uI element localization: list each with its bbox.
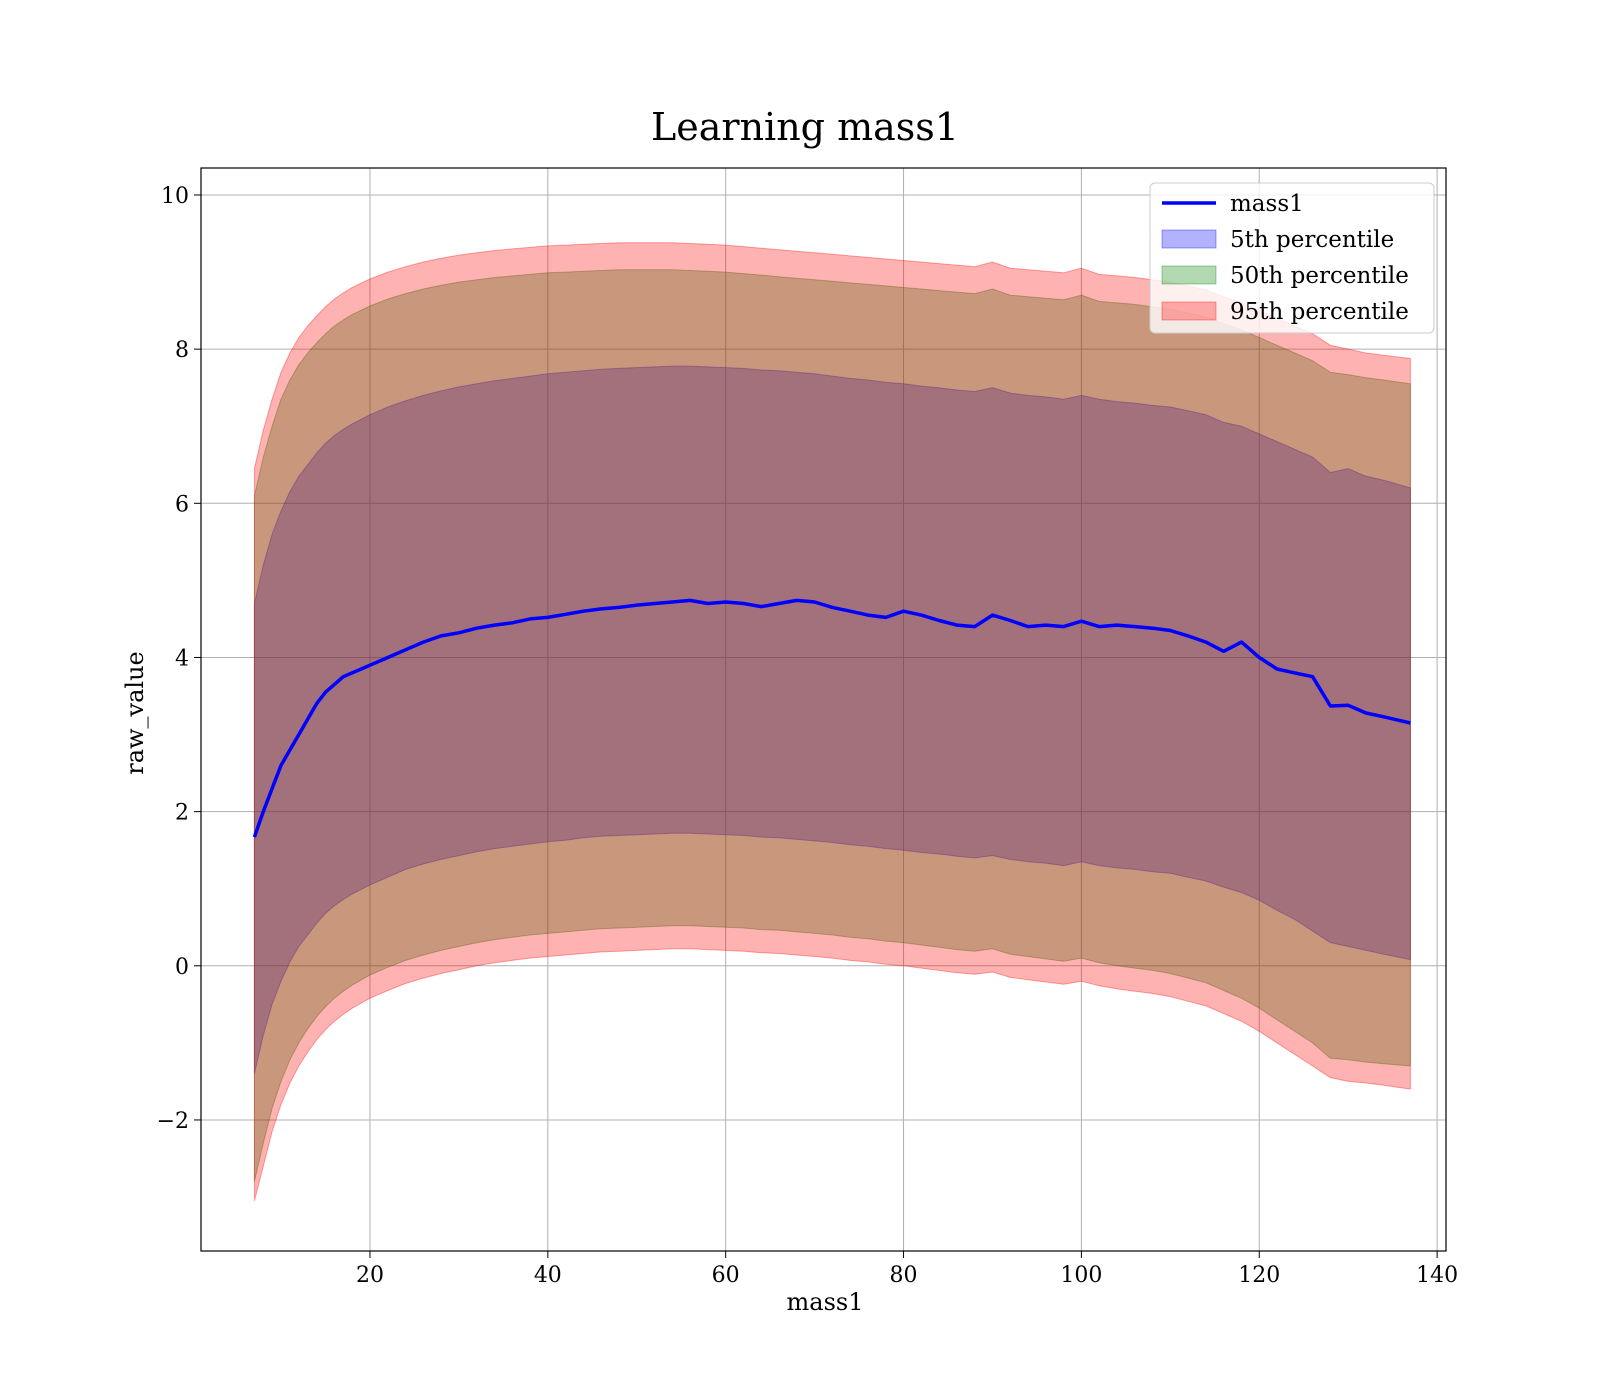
legend-label-2: 50th percentile xyxy=(1230,263,1409,289)
legend: mass1 5th percentile 50th percentile 95th p… xyxy=(1149,182,1435,334)
x-tick-label-0: 20 xyxy=(356,1263,384,1288)
plot-frame xyxy=(200,167,1447,1252)
legend-patch-3 xyxy=(1161,301,1217,321)
legend-label-1: 5th percentile xyxy=(1230,227,1394,253)
y-tick-label-0: −2 xyxy=(157,1109,189,1134)
band-3 xyxy=(253,242,1411,1202)
legend-label-3: 95th percentile xyxy=(1230,299,1409,325)
y-tick-label-2: 2 xyxy=(175,801,189,826)
percentile-bands xyxy=(253,242,1411,1202)
x-tick-label-5: 120 xyxy=(1238,1263,1280,1288)
x-tick-label-4: 100 xyxy=(1060,1263,1102,1288)
x-tick-label-1: 40 xyxy=(534,1263,562,1288)
legend-box xyxy=(1149,182,1435,334)
band-2 xyxy=(253,269,1411,1182)
x-axis-ticks: 20 40 60 80 100 120 140 xyxy=(356,1251,1458,1288)
series-lines xyxy=(252,598,1411,838)
y-axis-ticks: −2 0 2 4 6 8 10 xyxy=(157,184,201,1134)
band-1 xyxy=(253,365,1411,1074)
y-axis-label: raw_value xyxy=(121,651,149,775)
y-tick-label-3: 4 xyxy=(175,646,189,671)
legend-patch-1 xyxy=(1161,229,1217,249)
x-tick-label-2: 60 xyxy=(712,1263,740,1288)
y-tick-label-1: 0 xyxy=(175,955,189,980)
x-tick-label-3: 80 xyxy=(890,1263,918,1288)
chart-title: Learning mass1 xyxy=(651,105,959,149)
y-tick-label-5: 8 xyxy=(175,338,189,363)
series-line-1 xyxy=(252,598,1411,838)
x-axis-label: mass1 xyxy=(787,1288,864,1316)
legend-label-0: mass1 xyxy=(1230,191,1304,217)
y-tick-label-6: 10 xyxy=(161,184,189,209)
x-tick-label-6: 140 xyxy=(1416,1263,1458,1288)
legend-patch-2 xyxy=(1161,265,1217,285)
y-tick-label-4: 6 xyxy=(175,492,189,517)
